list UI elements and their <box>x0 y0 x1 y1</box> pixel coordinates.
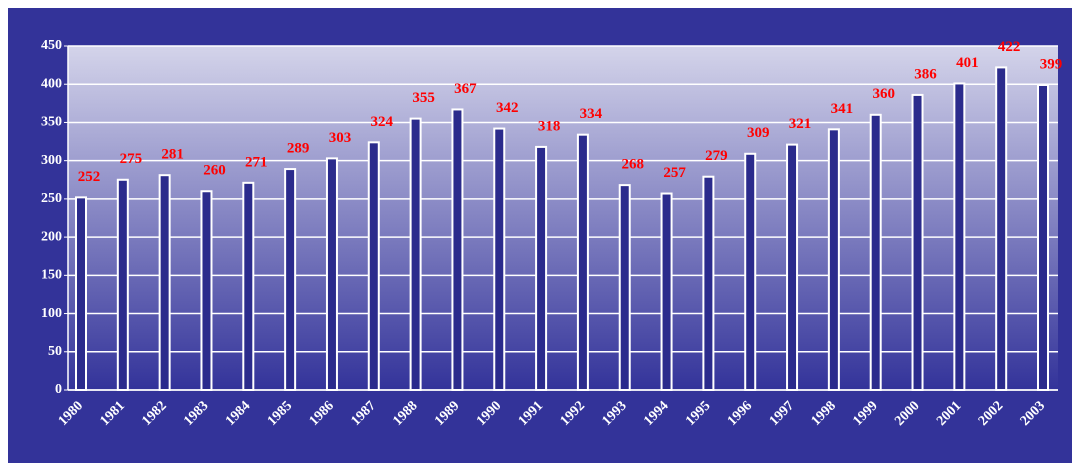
y-tick-label: 150 <box>41 268 62 283</box>
bar <box>869 113 882 392</box>
bar <box>242 181 255 391</box>
value-label: 324 <box>371 114 394 130</box>
value-label: 341 <box>831 101 854 117</box>
bar <box>744 152 757 391</box>
value-label: 281 <box>161 147 184 163</box>
bar <box>325 157 338 391</box>
y-tick-label: 100 <box>41 306 62 321</box>
bar <box>158 174 171 391</box>
y-tick-label: 450 <box>41 38 62 53</box>
y-tick-label: 0 <box>55 382 62 397</box>
value-label: 334 <box>580 106 603 122</box>
y-tick-label: 50 <box>48 344 62 359</box>
bar <box>995 66 1008 391</box>
bar <box>493 127 506 391</box>
bar <box>535 145 548 391</box>
value-label: 303 <box>329 130 352 146</box>
plot-area <box>68 46 1058 390</box>
bar <box>576 133 589 391</box>
bar <box>702 175 715 391</box>
value-label: 386 <box>914 66 937 82</box>
value-label: 401 <box>956 55 979 71</box>
y-tick-label: 400 <box>41 76 62 91</box>
bar <box>451 108 464 392</box>
bar <box>660 192 673 391</box>
bar <box>116 178 129 391</box>
value-label: 399 <box>1040 56 1063 72</box>
value-label: 271 <box>245 154 268 170</box>
y-tick-label: 200 <box>41 229 62 244</box>
y-tick-label: 350 <box>41 115 62 130</box>
bar <box>284 168 297 391</box>
value-label: 321 <box>789 116 812 132</box>
bar <box>75 196 87 391</box>
bar <box>618 184 631 391</box>
value-label: 355 <box>412 90 435 106</box>
y-tick-label: 250 <box>41 191 62 206</box>
value-label: 275 <box>120 151 143 167</box>
value-label: 260 <box>203 163 226 179</box>
value-label: 268 <box>621 157 644 173</box>
bar <box>409 117 422 391</box>
value-label: 422 <box>998 39 1021 55</box>
value-label: 318 <box>538 118 561 134</box>
value-label: 279 <box>705 148 728 164</box>
value-label: 342 <box>496 100 519 116</box>
bar <box>911 93 924 392</box>
bar <box>367 141 380 391</box>
bar <box>200 190 213 391</box>
value-label: 360 <box>872 86 895 102</box>
value-label: 252 <box>78 169 101 185</box>
value-label: 289 <box>287 141 310 157</box>
value-label: 309 <box>747 125 770 141</box>
bar <box>827 128 840 392</box>
bar <box>786 143 799 391</box>
bar <box>1037 83 1049 391</box>
value-label: 367 <box>454 81 477 97</box>
value-label: 257 <box>663 165 686 181</box>
bar <box>953 82 966 392</box>
y-tick-label: 300 <box>41 153 62 168</box>
